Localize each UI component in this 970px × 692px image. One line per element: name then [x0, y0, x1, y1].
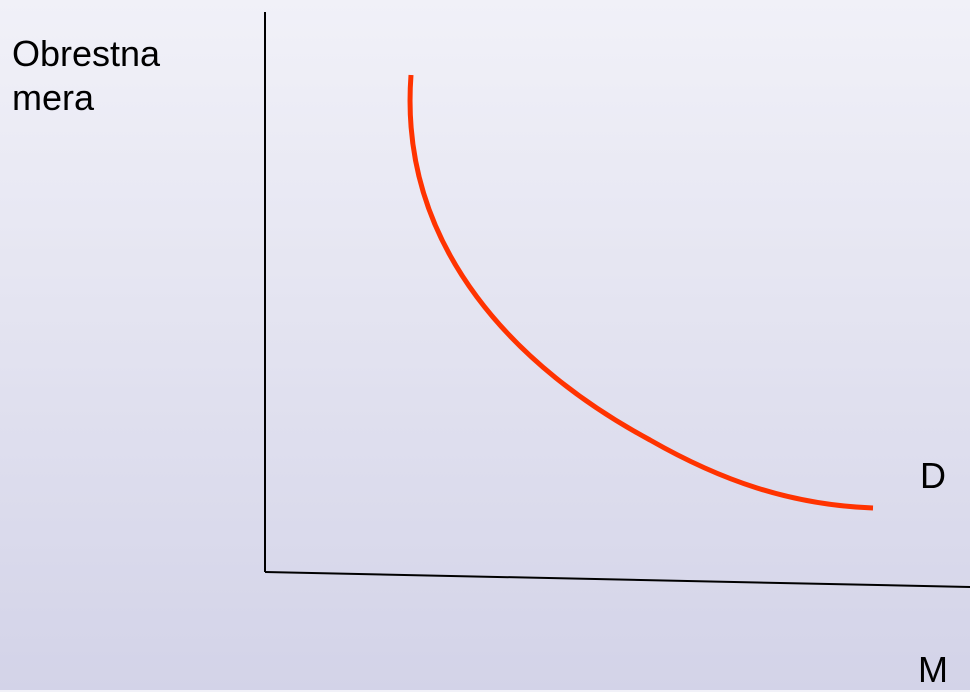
demand-curve: [407, 74, 874, 511]
x-axis-line: [264, 571, 970, 588]
curve-label-d: D: [920, 455, 946, 496]
y-axis-label: Obrestna mera: [12, 33, 161, 118]
x-axis-label: M: [918, 649, 948, 690]
